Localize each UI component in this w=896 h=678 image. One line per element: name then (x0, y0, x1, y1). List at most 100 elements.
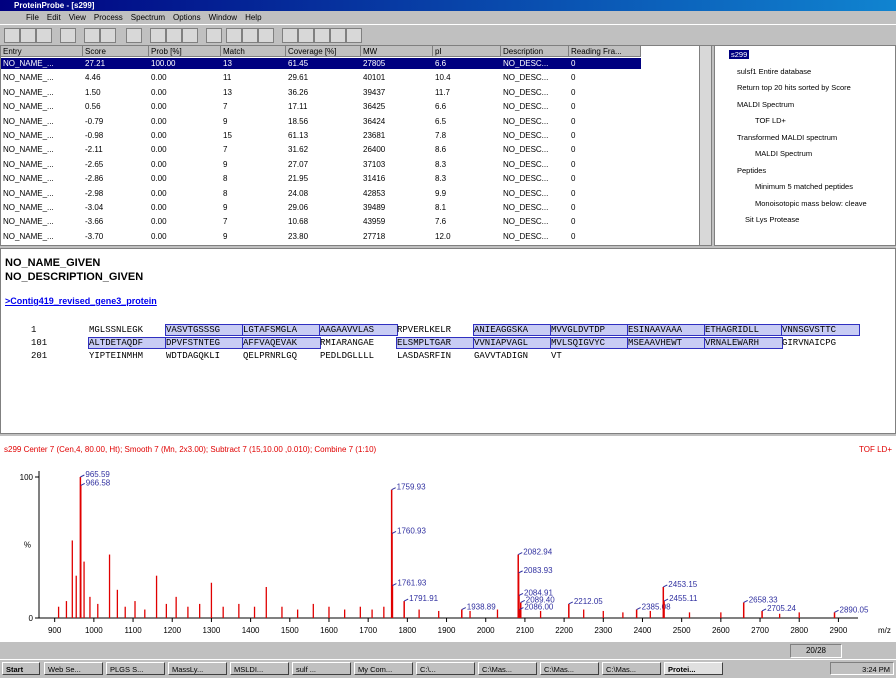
tree-item[interactable]: TOF LD+ (755, 116, 786, 125)
toolbar-button[interactable] (226, 28, 242, 43)
table-cell[interactable]: NO_NAME_... (3, 145, 54, 155)
table-cell[interactable]: -0.98 (85, 131, 104, 140)
table-cell[interactable]: NO_DESC... (503, 87, 549, 97)
table-cell[interactable]: 0 (571, 87, 576, 97)
task-button[interactable]: My Com... (354, 662, 413, 675)
protein-link[interactable]: >Contig419_revised_gene3_protein (5, 296, 157, 306)
table-cell[interactable]: NO_NAME_... (3, 188, 54, 198)
tree-item[interactable]: sulsf1 Entire database (737, 66, 812, 76)
table-cell[interactable]: 0 (571, 188, 576, 198)
table-cell[interactable]: 18.56 (288, 116, 309, 126)
start-button[interactable]: Start (2, 662, 40, 675)
table-cell[interactable]: 7 (223, 217, 228, 227)
table-cell[interactable]: -2.86 (85, 174, 104, 184)
table-cell[interactable]: 6.6 (435, 102, 447, 112)
toolbar-button[interactable] (60, 28, 76, 43)
table-cell[interactable]: 6.5 (435, 116, 447, 126)
table-cell[interactable]: 0 (571, 159, 576, 169)
menu-item[interactable]: Spectrum (130, 13, 166, 22)
task-button[interactable]: MSLDI... (230, 662, 289, 675)
tree-item[interactable]: MALDI Spectrum (755, 149, 813, 158)
table-cell[interactable]: 0.00 (151, 131, 167, 140)
table-cell[interactable]: NO_DESC... (503, 145, 549, 155)
table-cell[interactable]: 10.4 (435, 73, 451, 83)
table-cell[interactable]: 40101 (363, 73, 386, 83)
table-cell[interactable]: 29.06 (288, 203, 309, 212)
task-button[interactable]: C:\Mas... (602, 662, 661, 675)
table-cell[interactable]: 0 (571, 59, 576, 68)
table-cell[interactable]: 8.3 (435, 159, 447, 169)
toolbar-button[interactable] (166, 28, 182, 43)
table-cell[interactable]: 27.21 (85, 59, 106, 68)
table-cell[interactable]: NO_NAME_... (3, 73, 54, 83)
menu-item[interactable]: Edit (46, 13, 61, 22)
table-cell[interactable]: 0.00 (151, 174, 167, 184)
tree-item[interactable]: Minimum 5 matched peptides (755, 182, 853, 191)
toolbar-button[interactable] (100, 28, 116, 43)
table-cell[interactable]: NO_DESC... (503, 131, 549, 140)
task-button[interactable]: Web Se... (44, 662, 103, 675)
toolbar-button[interactable] (20, 28, 36, 43)
table-cell[interactable]: 0.00 (151, 188, 167, 198)
table-cell[interactable]: 43959 (363, 217, 386, 227)
table-cell[interactable]: NO_NAME_... (3, 131, 54, 140)
table-cell[interactable]: 9 (223, 231, 228, 241)
table-cell[interactable]: 27.07 (288, 159, 309, 169)
table-cell[interactable]: 0.00 (151, 159, 167, 169)
table-cell[interactable]: NO_NAME_... (3, 159, 54, 169)
table-cell[interactable]: 0.00 (151, 116, 167, 126)
table-cell[interactable]: -3.04 (85, 203, 104, 212)
table-cell[interactable]: 0 (571, 116, 576, 126)
table-cell[interactable]: NO_NAME_... (3, 174, 54, 184)
table-cell[interactable]: 0 (571, 73, 576, 83)
table-cell[interactable]: NO_NAME_... (3, 217, 54, 227)
tree-item[interactable]: Peptides (737, 165, 767, 175)
table-cell[interactable]: NO_NAME_... (3, 203, 54, 212)
table-cell[interactable]: NO_DESC... (503, 159, 549, 169)
table-cell[interactable]: 0.00 (151, 217, 167, 227)
table-cell[interactable]: NO_DESC... (503, 59, 549, 68)
menu-item[interactable]: Window (208, 13, 238, 22)
table-cell[interactable]: 17.11 (288, 102, 308, 112)
table-cell[interactable]: 8 (223, 174, 228, 184)
table-cell[interactable]: 8 (223, 188, 228, 198)
table-cell[interactable]: NO_DESC... (503, 116, 549, 126)
table-cell[interactable]: NO_NAME_... (3, 102, 54, 112)
table-cell[interactable]: NO_DESC... (503, 203, 549, 212)
table-cell[interactable]: 0 (571, 145, 576, 155)
toolbar-button[interactable] (258, 28, 274, 43)
table-cell[interactable]: 23.80 (288, 231, 309, 241)
table-cell[interactable]: NO_DESC... (503, 73, 549, 83)
table-cell[interactable]: 0.56 (85, 102, 101, 112)
tree-item[interactable]: s299 (729, 50, 750, 59)
table-cell[interactable]: NO_NAME_... (3, 59, 54, 68)
toolbar-button[interactable] (36, 28, 52, 43)
toolbar-button[interactable] (126, 28, 142, 43)
table-cell[interactable]: NO_DESC... (503, 231, 549, 241)
table-cell[interactable]: 31416 (363, 174, 386, 184)
toolbar-button[interactable] (242, 28, 258, 43)
table-cell[interactable]: 0.00 (151, 231, 167, 241)
menu-item[interactable]: View (68, 13, 86, 22)
toolbar-button[interactable] (298, 28, 314, 43)
table-cell[interactable]: -2.98 (85, 188, 104, 198)
table-cell[interactable]: -2.65 (85, 159, 104, 169)
table-cell[interactable]: 27718 (363, 231, 386, 241)
table-cell[interactable]: 8.1 (435, 203, 447, 212)
table-cell[interactable]: 4.46 (85, 73, 101, 83)
table-cell[interactable]: NO_DESC... (503, 217, 549, 227)
tree-item[interactable]: Return top 20 hits sorted by Score (737, 83, 851, 92)
table-cell[interactable]: 8.3 (435, 174, 447, 184)
table-cell[interactable]: NO_DESC... (503, 174, 549, 184)
task-button[interactable]: sulf ... (292, 662, 351, 675)
table-cell[interactable]: 10.68 (288, 217, 309, 227)
task-button[interactable]: C:\Mas... (540, 662, 599, 675)
table-cell[interactable]: 0 (571, 102, 576, 112)
table-cell[interactable]: 24.08 (288, 188, 309, 198)
table-cell[interactable]: 1.50 (85, 87, 101, 97)
table-cell[interactable]: 31.62 (288, 145, 309, 155)
table-cell[interactable]: 61.45 (288, 59, 309, 68)
table-cell[interactable]: 0.00 (151, 102, 167, 112)
toolbar-button[interactable] (282, 28, 298, 43)
table-cell[interactable]: 15 (223, 131, 232, 140)
